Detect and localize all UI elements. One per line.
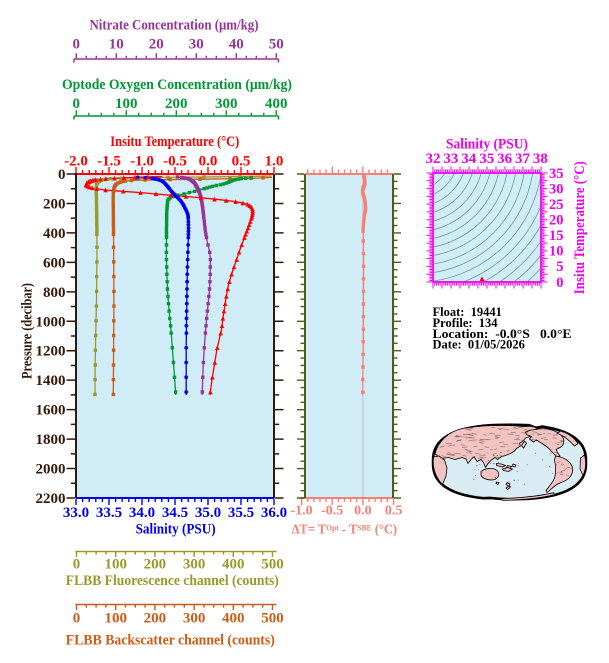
svg-text:600: 600 [43,255,66,271]
svg-text:1.0: 1.0 [265,153,284,169]
svg-text:30: 30 [189,36,204,52]
svg-text:FLBB Fluorescence channel (cou: FLBB Fluorescence channel (counts) [66,573,279,589]
svg-text:35: 35 [549,166,564,182]
svg-text:300: 300 [183,610,206,626]
svg-text:Salinity (PSU): Salinity (PSU) [446,137,528,153]
svg-text:400: 400 [222,557,245,573]
svg-text:0: 0 [73,557,81,573]
svg-text:0.5: 0.5 [385,504,403,519]
svg-text:400: 400 [43,226,66,242]
svg-text:0.0: 0.0 [199,153,218,169]
svg-text:38: 38 [533,151,548,167]
svg-text:-1.5: -1.5 [97,153,121,169]
svg-text:15: 15 [549,228,564,244]
svg-text:5: 5 [556,259,563,275]
svg-text:-1.0: -1.0 [130,153,154,169]
svg-text:1000: 1000 [36,314,66,330]
svg-text:FLBB Backscatter channel (coun: FLBB Backscatter channel (counts) [66,633,275,649]
svg-text:1200: 1200 [36,344,66,360]
svg-text:100: 100 [104,610,127,626]
svg-text:Insitu Temperature (°C): Insitu Temperature (°C) [110,134,239,150]
svg-text:Insitu Temperature (°C): Insitu Temperature (°C) [572,161,588,294]
svg-text:25: 25 [549,197,564,213]
svg-text:100: 100 [115,96,138,112]
svg-text:-1.0: -1.0 [291,504,313,519]
svg-text:0: 0 [556,275,563,291]
svg-text:400: 400 [265,96,288,112]
svg-text:200: 200 [43,197,66,213]
svg-text:36: 36 [497,151,513,167]
svg-text:300: 300 [215,96,238,112]
svg-text:-0.5: -0.5 [163,153,187,169]
svg-text:Date: 01/05/2026: Date: 01/05/2026 [433,338,525,352]
svg-text:200: 200 [144,557,167,573]
svg-text:33: 33 [443,151,458,167]
svg-text:500: 500 [261,610,284,626]
svg-text:0.5: 0.5 [232,153,251,169]
svg-text:34.0: 34.0 [129,505,155,521]
svg-text:300: 300 [183,557,206,573]
svg-text:Float: 19441: Float: 19441 [433,305,502,319]
svg-text:800: 800 [43,285,66,301]
svg-text:2000: 2000 [36,462,66,478]
svg-text:35: 35 [479,151,494,167]
svg-text:32: 32 [426,151,441,167]
svg-text:35.0: 35.0 [195,505,221,521]
svg-text:2200: 2200 [36,491,66,507]
svg-text:200: 200 [165,96,188,112]
svg-text:0.0: 0.0 [354,504,372,519]
svg-text:1800: 1800 [36,432,66,448]
svg-text:Salinity (PSU): Salinity (PSU) [136,522,216,538]
svg-text:34: 34 [461,151,477,167]
svg-text:50: 50 [269,36,284,52]
svg-text:Profile: 134: Profile: 134 [433,316,499,330]
svg-text:10: 10 [549,244,564,260]
svg-text:Nitrate Concentration (μm/kg): Nitrate Concentration (μm/kg) [90,17,259,33]
svg-text:0: 0 [73,610,81,626]
svg-text:Optode Oxygen Concentration (μ: Optode Oxygen Concentration (μm/kg) [62,77,292,93]
svg-text:Location: -0.0°S 0.0°E: Location: -0.0°S 0.0°E [433,327,572,341]
svg-text:37: 37 [515,151,531,167]
svg-text:35.5: 35.5 [228,505,254,521]
svg-text:-0.5: -0.5 [321,504,343,519]
svg-text:36.0: 36.0 [261,505,287,521]
svg-text:Pressure (decibar): Pressure (decibar) [20,283,36,379]
svg-text:30: 30 [549,181,564,197]
svg-text:100: 100 [104,557,127,573]
svg-text:-2.0: -2.0 [64,153,88,169]
svg-text:33.5: 33.5 [96,505,122,521]
svg-text:400: 400 [222,610,245,626]
svg-text:10: 10 [109,36,124,52]
svg-text:500: 500 [261,557,284,573]
svg-text:ΔT= TOpt - TSBE (°C): ΔT= TOpt - TSBE (°C) [292,523,398,538]
svg-text:0: 0 [58,167,66,183]
svg-text:1400: 1400 [36,373,66,389]
svg-text:40: 40 [229,36,244,52]
svg-text:20: 20 [149,36,164,52]
svg-text:33.0: 33.0 [63,505,89,521]
svg-text:34.5: 34.5 [162,505,188,521]
svg-text:200: 200 [144,610,167,626]
svg-text:1600: 1600 [36,403,66,419]
svg-text:0: 0 [73,96,81,112]
svg-text:20: 20 [549,213,564,229]
svg-text:0: 0 [73,36,81,52]
